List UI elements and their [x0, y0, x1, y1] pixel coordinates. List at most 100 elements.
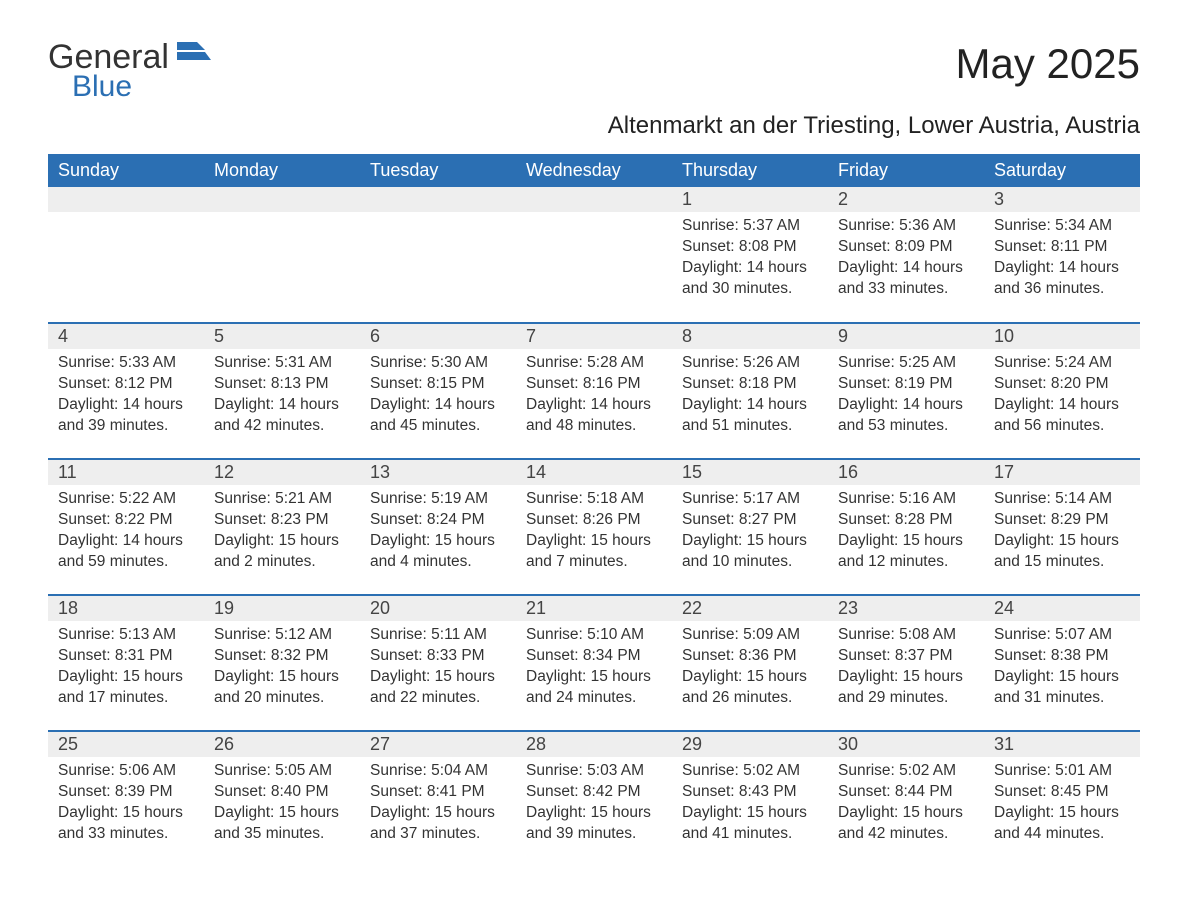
day-detail: Sunrise: 5:37 AMSunset: 8:08 PMDaylight:… — [672, 212, 828, 306]
day-number: 29 — [672, 732, 828, 757]
day-number-empty — [516, 187, 672, 212]
day-detail: Sunrise: 5:05 AMSunset: 8:40 PMDaylight:… — [204, 757, 360, 851]
day-number: 26 — [204, 732, 360, 757]
calendar-body: 1Sunrise: 5:37 AMSunset: 8:08 PMDaylight… — [48, 187, 1140, 867]
day-number: 28 — [516, 732, 672, 757]
day-detail: Sunrise: 5:07 AMSunset: 8:38 PMDaylight:… — [984, 621, 1140, 715]
day-number: 10 — [984, 324, 1140, 349]
day-number: 24 — [984, 596, 1140, 621]
daylight-line: Daylight: 15 hours and 41 minutes. — [682, 803, 818, 845]
calendar-cell: 15Sunrise: 5:17 AMSunset: 8:27 PMDayligh… — [672, 459, 828, 595]
sunrise-line: Sunrise: 5:25 AM — [838, 353, 974, 374]
weekday-header: Monday — [204, 154, 360, 187]
day-detail: Sunrise: 5:01 AMSunset: 8:45 PMDaylight:… — [984, 757, 1140, 851]
sunrise-line: Sunrise: 5:16 AM — [838, 489, 974, 510]
daylight-line: Daylight: 14 hours and 53 minutes. — [838, 395, 974, 437]
sunrise-line: Sunrise: 5:02 AM — [682, 761, 818, 782]
sunrise-line: Sunrise: 5:06 AM — [58, 761, 194, 782]
calendar-cell: 9Sunrise: 5:25 AMSunset: 8:19 PMDaylight… — [828, 323, 984, 459]
day-detail: Sunrise: 5:02 AMSunset: 8:44 PMDaylight:… — [828, 757, 984, 851]
weekday-header: Friday — [828, 154, 984, 187]
sunrise-line: Sunrise: 5:08 AM — [838, 625, 974, 646]
sunrise-line: Sunrise: 5:04 AM — [370, 761, 506, 782]
sunset-line: Sunset: 8:12 PM — [58, 374, 194, 395]
day-number: 8 — [672, 324, 828, 349]
sunrise-line: Sunrise: 5:11 AM — [370, 625, 506, 646]
daylight-line: Daylight: 15 hours and 24 minutes. — [526, 667, 662, 709]
daylight-line: Daylight: 15 hours and 4 minutes. — [370, 531, 506, 573]
sunrise-line: Sunrise: 5:24 AM — [994, 353, 1130, 374]
day-number: 7 — [516, 324, 672, 349]
day-detail: Sunrise: 5:22 AMSunset: 8:22 PMDaylight:… — [48, 485, 204, 579]
sunrise-line: Sunrise: 5:18 AM — [526, 489, 662, 510]
day-detail: Sunrise: 5:33 AMSunset: 8:12 PMDaylight:… — [48, 349, 204, 443]
calendar-cell: 23Sunrise: 5:08 AMSunset: 8:37 PMDayligh… — [828, 595, 984, 731]
sunset-line: Sunset: 8:15 PM — [370, 374, 506, 395]
day-number: 1 — [672, 187, 828, 212]
sunrise-line: Sunrise: 5:09 AM — [682, 625, 818, 646]
sunset-line: Sunset: 8:41 PM — [370, 782, 506, 803]
weekday-header-row: SundayMondayTuesdayWednesdayThursdayFrid… — [48, 154, 1140, 187]
day-number: 4 — [48, 324, 204, 349]
day-number: 14 — [516, 460, 672, 485]
day-detail: Sunrise: 5:16 AMSunset: 8:28 PMDaylight:… — [828, 485, 984, 579]
day-number: 11 — [48, 460, 204, 485]
calendar-cell: 2Sunrise: 5:36 AMSunset: 8:09 PMDaylight… — [828, 187, 984, 323]
calendar-cell: 29Sunrise: 5:02 AMSunset: 8:43 PMDayligh… — [672, 731, 828, 867]
day-number: 23 — [828, 596, 984, 621]
calendar-cell — [204, 187, 360, 323]
sunset-line: Sunset: 8:16 PM — [526, 374, 662, 395]
sunset-line: Sunset: 8:38 PM — [994, 646, 1130, 667]
sunrise-line: Sunrise: 5:14 AM — [994, 489, 1130, 510]
calendar-cell: 27Sunrise: 5:04 AMSunset: 8:41 PMDayligh… — [360, 731, 516, 867]
day-detail: Sunrise: 5:36 AMSunset: 8:09 PMDaylight:… — [828, 212, 984, 306]
sunset-line: Sunset: 8:33 PM — [370, 646, 506, 667]
day-detail: Sunrise: 5:02 AMSunset: 8:43 PMDaylight:… — [672, 757, 828, 851]
day-detail: Sunrise: 5:21 AMSunset: 8:23 PMDaylight:… — [204, 485, 360, 579]
day-detail: Sunrise: 5:09 AMSunset: 8:36 PMDaylight:… — [672, 621, 828, 715]
sunset-line: Sunset: 8:23 PM — [214, 510, 350, 531]
sunrise-line: Sunrise: 5:22 AM — [58, 489, 194, 510]
day-detail: Sunrise: 5:24 AMSunset: 8:20 PMDaylight:… — [984, 349, 1140, 443]
sunset-line: Sunset: 8:09 PM — [838, 237, 974, 258]
sunset-line: Sunset: 8:22 PM — [58, 510, 194, 531]
daylight-line: Daylight: 14 hours and 36 minutes. — [994, 258, 1130, 300]
day-detail: Sunrise: 5:19 AMSunset: 8:24 PMDaylight:… — [360, 485, 516, 579]
calendar-week-row: 25Sunrise: 5:06 AMSunset: 8:39 PMDayligh… — [48, 731, 1140, 867]
day-number: 16 — [828, 460, 984, 485]
sunrise-line: Sunrise: 5:07 AM — [994, 625, 1130, 646]
sunset-line: Sunset: 8:31 PM — [58, 646, 194, 667]
weekday-header: Saturday — [984, 154, 1140, 187]
calendar-cell — [48, 187, 204, 323]
sunrise-line: Sunrise: 5:28 AM — [526, 353, 662, 374]
sunrise-line: Sunrise: 5:17 AM — [682, 489, 818, 510]
daylight-line: Daylight: 14 hours and 48 minutes. — [526, 395, 662, 437]
daylight-line: Daylight: 15 hours and 33 minutes. — [58, 803, 194, 845]
sunset-line: Sunset: 8:42 PM — [526, 782, 662, 803]
calendar-cell: 4Sunrise: 5:33 AMSunset: 8:12 PMDaylight… — [48, 323, 204, 459]
calendar-cell: 26Sunrise: 5:05 AMSunset: 8:40 PMDayligh… — [204, 731, 360, 867]
day-detail: Sunrise: 5:11 AMSunset: 8:33 PMDaylight:… — [360, 621, 516, 715]
daylight-line: Daylight: 15 hours and 35 minutes. — [214, 803, 350, 845]
daylight-line: Daylight: 14 hours and 30 minutes. — [682, 258, 818, 300]
daylight-line: Daylight: 15 hours and 39 minutes. — [526, 803, 662, 845]
calendar-cell: 16Sunrise: 5:16 AMSunset: 8:28 PMDayligh… — [828, 459, 984, 595]
sunset-line: Sunset: 8:39 PM — [58, 782, 194, 803]
calendar-cell: 1Sunrise: 5:37 AMSunset: 8:08 PMDaylight… — [672, 187, 828, 323]
sunset-line: Sunset: 8:45 PM — [994, 782, 1130, 803]
page-title: May 2025 — [956, 40, 1140, 88]
sunrise-line: Sunrise: 5:36 AM — [838, 216, 974, 237]
day-detail: Sunrise: 5:28 AMSunset: 8:16 PMDaylight:… — [516, 349, 672, 443]
day-detail: Sunrise: 5:17 AMSunset: 8:27 PMDaylight:… — [672, 485, 828, 579]
daylight-line: Daylight: 15 hours and 44 minutes. — [994, 803, 1130, 845]
brand-logo: General Blue — [48, 40, 211, 104]
calendar-cell: 11Sunrise: 5:22 AMSunset: 8:22 PMDayligh… — [48, 459, 204, 595]
calendar-cell: 7Sunrise: 5:28 AMSunset: 8:16 PMDaylight… — [516, 323, 672, 459]
calendar-cell: 30Sunrise: 5:02 AMSunset: 8:44 PMDayligh… — [828, 731, 984, 867]
day-number: 30 — [828, 732, 984, 757]
calendar-table: SundayMondayTuesdayWednesdayThursdayFrid… — [48, 154, 1140, 867]
day-number: 20 — [360, 596, 516, 621]
daylight-line: Daylight: 14 hours and 51 minutes. — [682, 395, 818, 437]
calendar-week-row: 11Sunrise: 5:22 AMSunset: 8:22 PMDayligh… — [48, 459, 1140, 595]
calendar-cell: 3Sunrise: 5:34 AMSunset: 8:11 PMDaylight… — [984, 187, 1140, 323]
